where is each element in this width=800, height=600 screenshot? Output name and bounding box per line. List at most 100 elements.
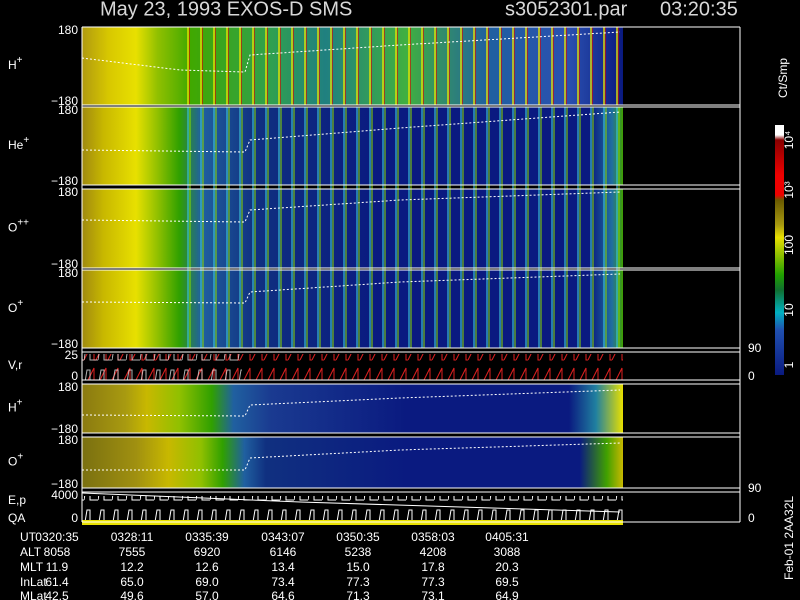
table-cell: 6146 [270, 545, 297, 559]
table-cell: 7555 [119, 545, 146, 559]
y-tick-label: 25 [65, 348, 79, 362]
panel-label: O++ [8, 217, 29, 235]
table-cell: 8058 [44, 545, 71, 559]
panel-label: E,p [8, 493, 26, 507]
panel-label: He+ [8, 135, 29, 153]
stamp: Feb-01 2AA32L [782, 496, 796, 580]
table-cell: 11.9 [46, 560, 69, 574]
colorbar-unit: Ct/Smp [776, 58, 790, 98]
table-cell: 0320:35 [35, 530, 79, 544]
panel-label-sup: + [17, 55, 23, 66]
table-cell: 49.6 [120, 589, 144, 600]
panel-label: QA [8, 511, 25, 525]
panel-label-sup: ++ [17, 217, 29, 228]
y-tick-label: 180 [58, 266, 78, 280]
row-label: UT [20, 530, 37, 544]
table-cell: 71.3 [346, 589, 370, 600]
table-cell: 64.9 [495, 589, 519, 600]
y-tick-label: 0 [71, 511, 78, 525]
spectrogram [82, 384, 623, 433]
panel-label-text: V,r [8, 358, 22, 372]
table-cell: 3088 [494, 545, 521, 559]
table-cell: 65.0 [120, 575, 144, 589]
trace-line [82, 442, 621, 471]
title: May 23, 1993 EXOS-D SMS [100, 0, 352, 20]
row-label: ALT [20, 545, 42, 559]
panel-label-sup: + [23, 135, 29, 146]
table-cell: 73.1 [421, 589, 445, 600]
table-cell: 69.5 [495, 575, 519, 589]
colorbar [775, 125, 784, 375]
y-tick-label: −180 [51, 337, 78, 351]
panel-label-text: O [8, 221, 17, 235]
colorbar-tick: 10⁴ [782, 131, 796, 150]
table-cell: 64.6 [271, 589, 295, 600]
y-tick-label: 0 [71, 369, 78, 383]
y-tick-label: 180 [58, 380, 78, 394]
table-cell: 20.3 [495, 560, 519, 574]
vr-trace [82, 354, 242, 380]
colorbar-tick: 10 [782, 303, 796, 317]
panel-label: O+ [8, 451, 23, 469]
y2-tick-label: 90 [748, 481, 762, 495]
panel-label-sup: + [17, 298, 23, 309]
panel-label: O+ [8, 298, 23, 316]
table-cell: 0335:39 [185, 530, 229, 544]
decor [81, 31, 623, 520]
axes [81, 26, 741, 523]
table-cell: 5238 [345, 545, 372, 559]
trace-line [81, 111, 621, 153]
row-label: MLat [20, 589, 47, 600]
table-cell: 13.4 [271, 560, 295, 574]
y-tick-label: −180 [51, 257, 78, 271]
table-cell: 0350:35 [336, 530, 380, 544]
row-label: InLat [20, 575, 47, 589]
trace-line [81, 191, 621, 223]
trace-line [81, 492, 621, 513]
panel-label: H+ [8, 397, 23, 415]
y-tick-label: 180 [58, 103, 78, 117]
trace-line [81, 273, 621, 304]
table-cell: 4208 [420, 545, 447, 559]
time: 03:20:35 [660, 0, 738, 20]
spectrogram [82, 437, 623, 488]
table-cell: 6920 [194, 545, 221, 559]
table-cell: 15.0 [346, 560, 370, 574]
y-tick-label: −180 [51, 94, 78, 108]
y-tick-label: −180 [51, 477, 78, 491]
colorbar-tick: 1 [782, 361, 796, 368]
panel-border [82, 26, 740, 523]
panel-label-text: H [8, 58, 17, 72]
y-tick-label: 180 [58, 433, 78, 447]
table-cell: 77.3 [346, 575, 370, 589]
y2-tick-label: 90 [748, 341, 762, 355]
trace-line [81, 389, 621, 417]
table-cell: 12.6 [195, 560, 219, 574]
y2-tick-label: 0 [748, 369, 755, 383]
colorbar-tick: 10³ [782, 181, 796, 198]
table-cell: 0343:07 [261, 530, 305, 544]
table-cell: 0405:31 [485, 530, 529, 544]
table-cell: 17.8 [421, 560, 445, 574]
panel-label: H+ [8, 55, 23, 73]
table-cell: 73.4 [271, 575, 295, 589]
y-tick-label: −180 [51, 422, 78, 436]
file-name: s3052301.par [505, 0, 628, 20]
panel-label-sup: + [17, 397, 23, 408]
table-cell: 61.4 [45, 575, 69, 589]
table-cell: 57.0 [195, 589, 219, 600]
y-tick-label: −180 [51, 174, 78, 188]
y2-tick-label: 0 [748, 511, 755, 525]
table-cell: 69.0 [195, 575, 219, 589]
axis-line [81, 27, 741, 522]
panel-label-text: He [8, 138, 24, 152]
y-tick-label: 180 [58, 185, 78, 199]
spectrogram-stripes [180, 107, 620, 348]
panel-label-text: H [8, 401, 17, 415]
trace-line [81, 31, 621, 73]
y-tick-label: 4000 [51, 488, 78, 502]
table-cell: 42.5 [45, 589, 69, 600]
table-cell: 12.2 [120, 560, 144, 574]
